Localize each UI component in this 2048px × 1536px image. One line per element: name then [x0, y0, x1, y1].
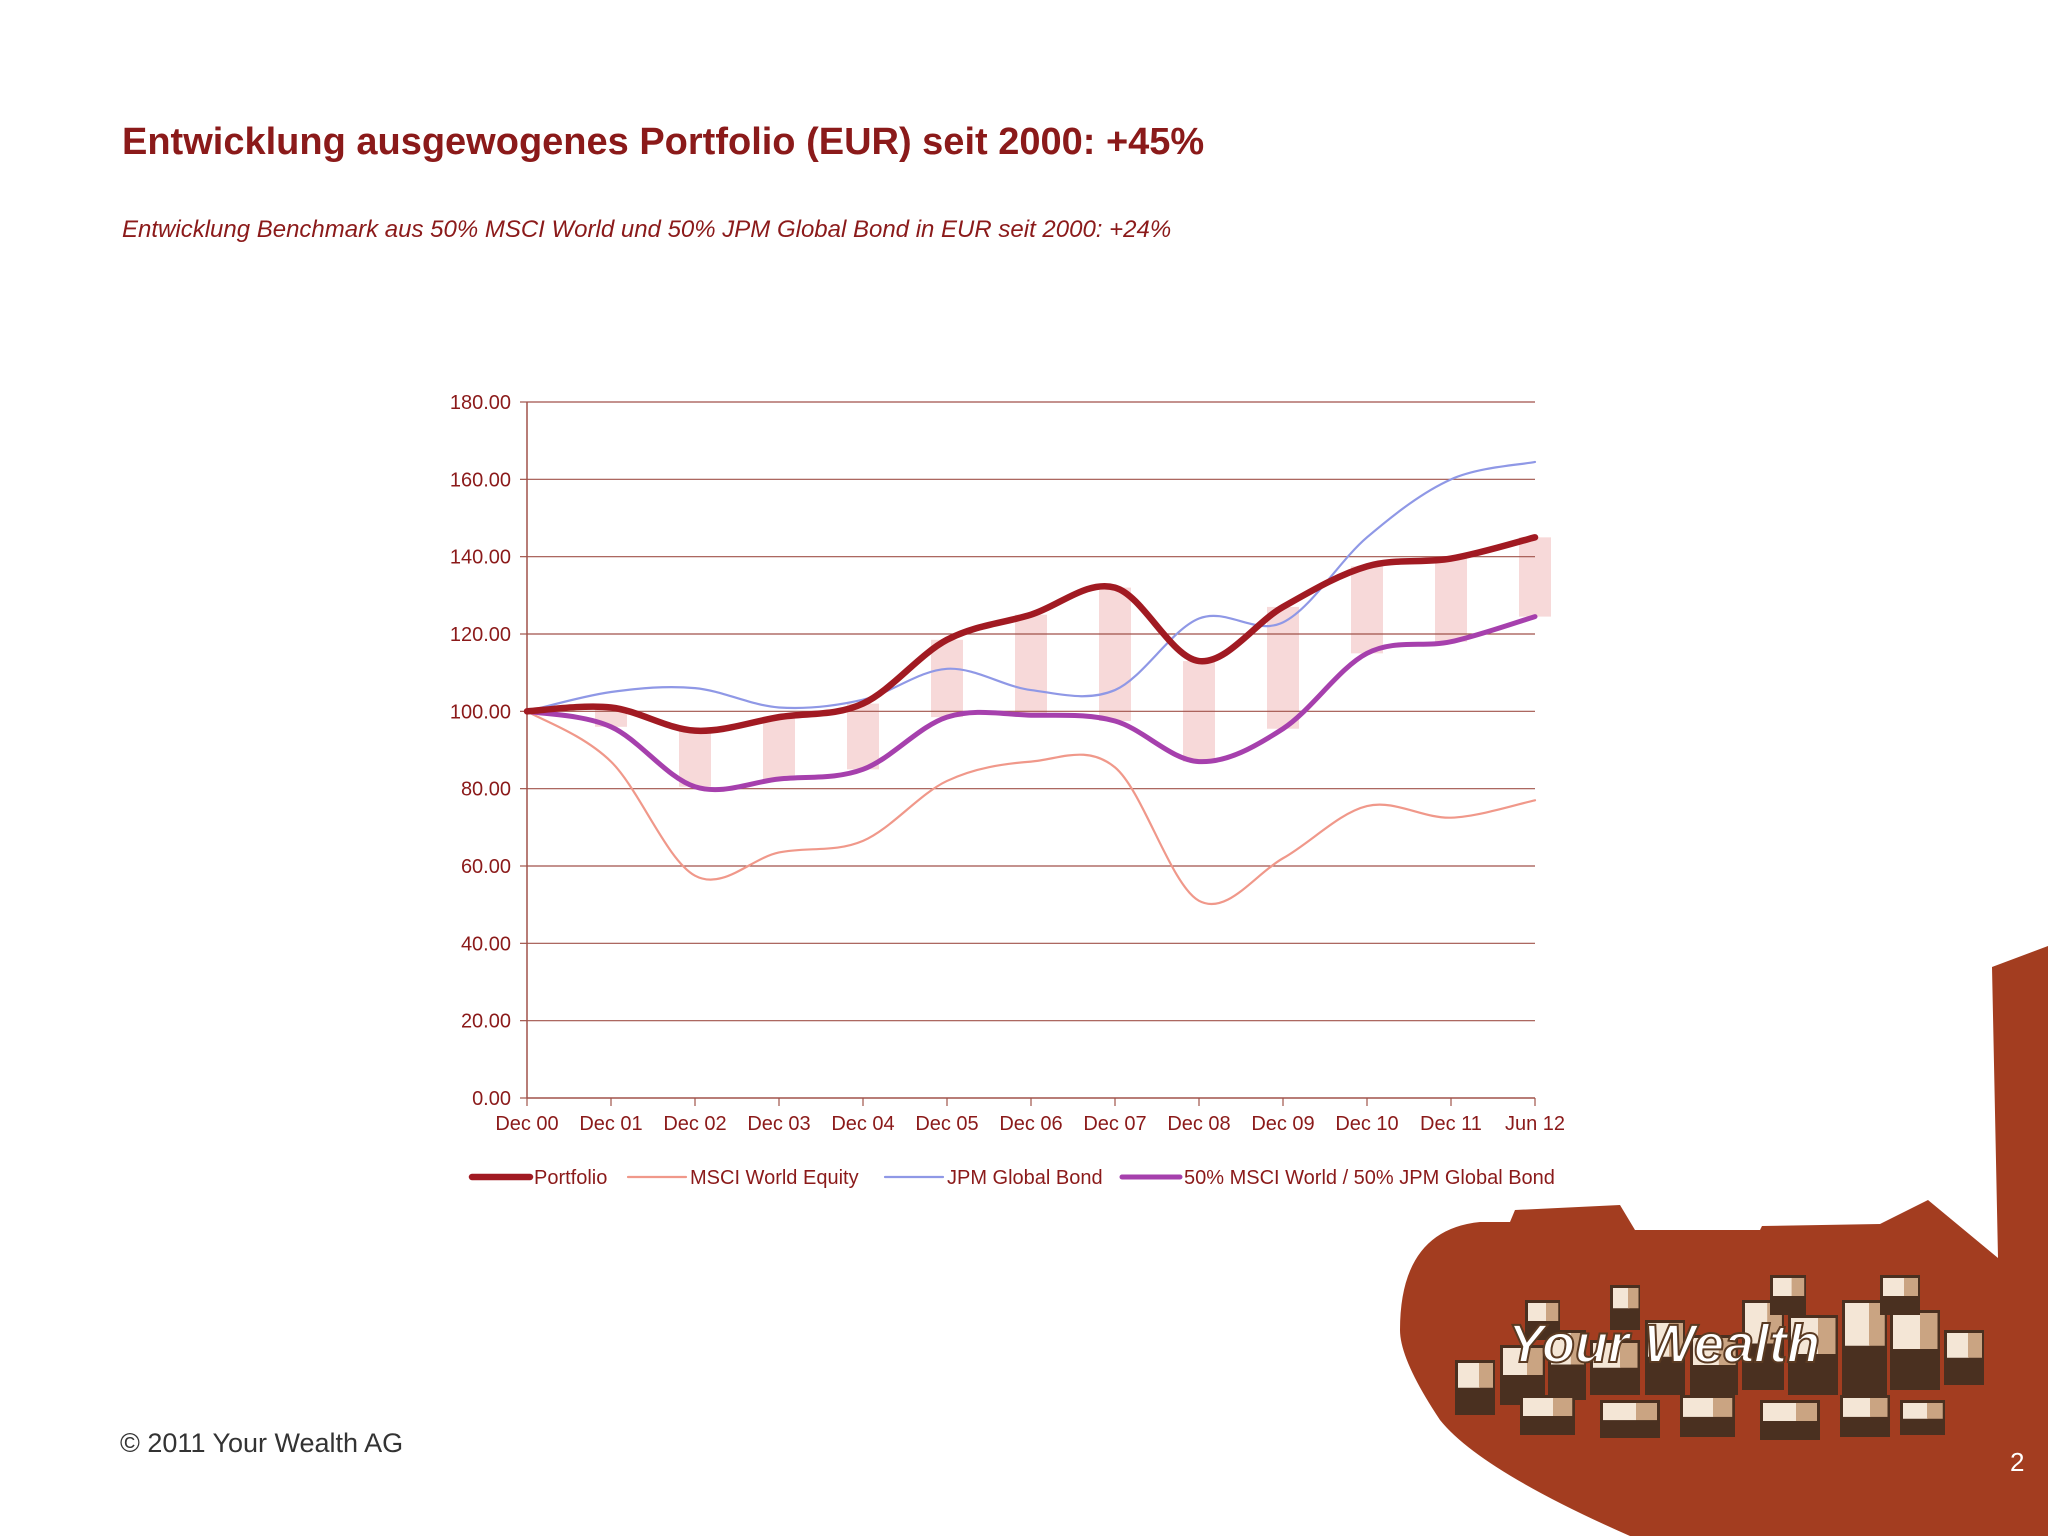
difference-band — [1267, 606, 1299, 729]
difference-band — [763, 717, 795, 779]
logo-cube-side — [1718, 1338, 1736, 1365]
logo-cube-face — [1883, 1278, 1905, 1296]
page-number: 2 — [2010, 1447, 2025, 1477]
x-tick-label: Dec 00 — [495, 1113, 558, 1135]
logo-cube-side — [1546, 1303, 1559, 1321]
legend-label: 50% MSCI World / 50% JPM Global Bond — [1184, 1167, 1555, 1189]
logo-cube-side — [1904, 1278, 1918, 1296]
logo-cube-side — [1796, 1403, 1817, 1421]
difference-bands — [595, 537, 1551, 787]
logo-cube-face — [1903, 1403, 1928, 1419]
x-tick-label: Dec 04 — [831, 1113, 894, 1135]
logo-cube-side — [1669, 1323, 1683, 1357]
y-tick-label: 140.00 — [450, 547, 511, 569]
logo-cube-face — [1613, 1288, 1630, 1309]
difference-band — [1435, 558, 1467, 642]
logo-cube-face — [1503, 1348, 1528, 1375]
logo-cube-face — [1693, 1338, 1720, 1365]
x-tick-label: Dec 07 — [1083, 1113, 1146, 1135]
logo-cube-side — [1791, 1278, 1805, 1296]
x-tick-label: Dec 03 — [747, 1113, 810, 1135]
x-tick-label: Jun 12 — [1505, 1113, 1565, 1135]
logo-cube-side — [1570, 1333, 1585, 1365]
logo-cube-face — [1551, 1333, 1572, 1365]
series-line-jpm-global-bond — [525, 460, 1537, 713]
y-tick-label: 80.00 — [461, 779, 511, 801]
copyright-footer: © 2011 Your Wealth AG — [120, 1428, 404, 1458]
logo-cube-face — [1791, 1318, 1819, 1354]
slide-title: Entwicklung ausgewogenes Portfolio (EUR)… — [122, 121, 1205, 163]
logo-cube-side — [1553, 1398, 1573, 1416]
logo-cube-side — [1870, 1398, 1888, 1417]
y-tick-label: 0.00 — [472, 1088, 511, 1110]
y-tick-label: 40.00 — [461, 933, 511, 955]
x-tick-label: Dec 08 — [1167, 1113, 1230, 1135]
logo-cube-face — [1773, 1278, 1793, 1296]
logo-cube-face — [1893, 1313, 1921, 1349]
x-tick-label: Dec 02 — [663, 1113, 726, 1135]
logo-cube-face — [1458, 1363, 1480, 1388]
logo-cube-face — [1843, 1398, 1871, 1417]
logo-cube-side — [1527, 1348, 1543, 1375]
legend: Portfolio MSCI World Equity JPM Global Bon… — [468, 1167, 1555, 1189]
logo-cube-face — [1593, 1343, 1621, 1368]
logo-cube-side — [1636, 1403, 1657, 1421]
logo-block — [1455, 1275, 1984, 1440]
logo-cube-side — [1620, 1343, 1638, 1368]
difference-band — [1351, 566, 1383, 654]
logo-cube-side — [1628, 1288, 1639, 1309]
logo-cube-face — [1648, 1323, 1670, 1357]
legend-label: Portfolio — [534, 1167, 607, 1189]
y-tick-label: 120.00 — [450, 624, 511, 646]
x-tick-label: Dec 09 — [1251, 1113, 1314, 1135]
logo-cube-side — [1479, 1363, 1493, 1388]
legend-label: JPM Global Bond — [947, 1167, 1103, 1189]
difference-band — [931, 639, 963, 718]
series-lines — [523, 460, 1539, 906]
x-tick-label: Dec 01 — [579, 1113, 642, 1135]
difference-band — [847, 703, 879, 770]
logo-cube-side — [1968, 1333, 1982, 1358]
logo-cube-face — [1683, 1398, 1714, 1417]
logo-cube-side — [1713, 1398, 1733, 1417]
logo-cube-face — [1763, 1403, 1796, 1421]
logo-cube-face — [1745, 1303, 1769, 1344]
logo-cube-side — [1920, 1313, 1938, 1349]
y-tick-label: 60.00 — [461, 856, 511, 878]
x-tick-label: Dec 11 — [1420, 1113, 1482, 1135]
series-line-msci-world-equity — [525, 710, 1537, 906]
legend-label: MSCI World Equity — [690, 1167, 859, 1189]
series-line-portfolio — [523, 534, 1539, 735]
series-line-50-msci-world-50-jpm-global-bond — [524, 614, 1538, 793]
slide-subtitle: Entwicklung Benchmark aus 50% MSCI World… — [122, 216, 1172, 243]
x-tick-label: Dec 06 — [999, 1113, 1062, 1135]
logo-cube-face — [1523, 1398, 1554, 1416]
logo-cube-side — [1818, 1318, 1836, 1354]
logo-cube-face — [1528, 1303, 1548, 1321]
y-tick-label: 180.00 — [450, 392, 511, 414]
y-tick-label: 20.00 — [461, 1011, 511, 1033]
logo-cube-side — [1927, 1403, 1943, 1419]
x-tick-label: Dec 10 — [1335, 1113, 1398, 1135]
logo-wordmark: Your Wealth — [1508, 1314, 1820, 1374]
difference-band — [1015, 614, 1047, 716]
y-tick-label: 160.00 — [450, 469, 511, 491]
x-tick-label: Dec 05 — [915, 1113, 978, 1135]
difference-band — [1099, 587, 1131, 721]
difference-band — [1519, 537, 1551, 617]
axes: 0.00 20.00 40.00 60.00 80.00 100.00 120.00 140.… — [450, 392, 1565, 1135]
logo-cube-face — [1845, 1303, 1870, 1346]
logo-cube-face — [1603, 1403, 1636, 1421]
grid-lines — [527, 401, 1535, 1022]
logo-cube-face — [1947, 1333, 1969, 1358]
difference-band — [679, 730, 711, 787]
y-tick-label: 100.00 — [450, 701, 511, 723]
